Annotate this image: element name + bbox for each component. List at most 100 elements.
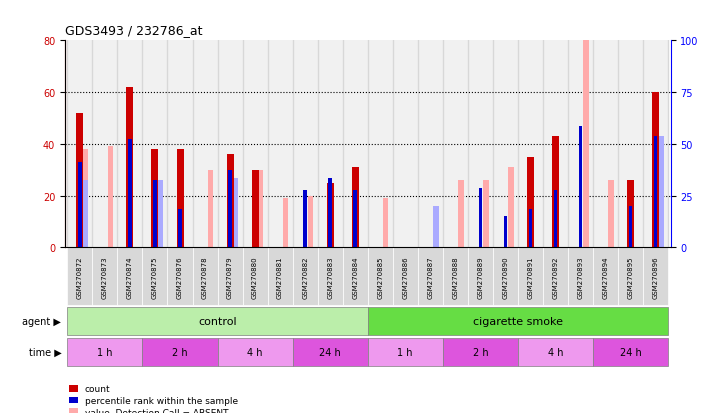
Bar <box>433 214 438 248</box>
Text: GSM270889: GSM270889 <box>477 256 483 298</box>
Text: GSM270880: GSM270880 <box>252 256 258 298</box>
Text: cigarette smoke: cigarette smoke <box>473 316 563 326</box>
Bar <box>342 41 368 248</box>
FancyBboxPatch shape <box>543 248 568 306</box>
Bar <box>92 41 118 248</box>
Text: 1 h: 1 h <box>397 347 413 357</box>
FancyBboxPatch shape <box>568 248 593 306</box>
Text: 2 h: 2 h <box>472 347 488 357</box>
Bar <box>193 41 218 248</box>
FancyBboxPatch shape <box>393 248 417 306</box>
Bar <box>151 150 159 248</box>
Text: GSM270890: GSM270890 <box>503 256 508 298</box>
FancyBboxPatch shape <box>92 248 118 306</box>
FancyBboxPatch shape <box>242 248 267 306</box>
Bar <box>329 178 332 248</box>
Text: GSM270883: GSM270883 <box>327 256 333 298</box>
Text: GSM270892: GSM270892 <box>552 256 558 298</box>
Text: GSM270879: GSM270879 <box>227 256 233 298</box>
Bar <box>629 206 632 248</box>
Bar <box>593 41 618 248</box>
Text: GSM270878: GSM270878 <box>202 256 208 298</box>
FancyBboxPatch shape <box>167 248 193 306</box>
Text: GSM270891: GSM270891 <box>527 256 534 298</box>
FancyBboxPatch shape <box>293 248 318 306</box>
FancyBboxPatch shape <box>518 248 543 306</box>
FancyBboxPatch shape <box>267 248 293 306</box>
Text: GSM270885: GSM270885 <box>377 256 384 298</box>
Text: GSM270874: GSM270874 <box>127 256 133 298</box>
Bar <box>503 217 507 248</box>
Text: GSM270875: GSM270875 <box>152 256 158 298</box>
Text: GSM270887: GSM270887 <box>428 256 433 298</box>
Bar <box>643 41 668 248</box>
Bar <box>627 180 634 248</box>
Bar <box>252 170 259 248</box>
Bar <box>293 41 318 248</box>
FancyBboxPatch shape <box>518 338 593 366</box>
Bar <box>226 155 234 248</box>
Bar <box>229 170 232 248</box>
FancyBboxPatch shape <box>118 248 143 306</box>
Bar <box>483 180 489 248</box>
Bar <box>609 180 614 248</box>
Bar <box>652 93 659 248</box>
FancyBboxPatch shape <box>493 248 518 306</box>
Bar <box>433 206 438 248</box>
Bar <box>304 191 307 248</box>
Text: 24 h: 24 h <box>619 347 642 357</box>
Bar <box>554 191 557 248</box>
FancyBboxPatch shape <box>368 248 393 306</box>
FancyBboxPatch shape <box>368 307 668 335</box>
Text: GSM270882: GSM270882 <box>302 256 308 298</box>
Bar <box>83 150 88 248</box>
Bar <box>154 180 156 248</box>
Bar <box>508 168 513 248</box>
Bar <box>218 41 242 248</box>
Text: GSM270873: GSM270873 <box>102 256 108 298</box>
FancyBboxPatch shape <box>643 248 668 306</box>
FancyBboxPatch shape <box>593 338 668 366</box>
Text: 24 h: 24 h <box>319 347 341 357</box>
FancyBboxPatch shape <box>67 338 143 366</box>
Text: 1 h: 1 h <box>97 347 112 357</box>
Bar <box>258 170 263 248</box>
Bar <box>552 137 559 248</box>
Bar <box>327 183 334 248</box>
Text: GSM270884: GSM270884 <box>352 256 358 298</box>
Bar <box>177 150 184 248</box>
FancyBboxPatch shape <box>342 248 368 306</box>
Bar <box>118 41 143 248</box>
Bar <box>493 41 518 248</box>
FancyBboxPatch shape <box>218 338 293 366</box>
Bar <box>468 41 493 248</box>
Bar <box>393 41 417 248</box>
Bar <box>76 114 84 248</box>
Bar <box>233 178 239 248</box>
FancyBboxPatch shape <box>468 248 493 306</box>
Bar <box>143 41 167 248</box>
Text: GSM270894: GSM270894 <box>603 256 609 298</box>
FancyBboxPatch shape <box>67 307 368 335</box>
Bar <box>417 41 443 248</box>
Bar <box>308 196 314 248</box>
Bar <box>368 41 393 248</box>
Bar <box>458 180 464 248</box>
FancyBboxPatch shape <box>67 248 92 306</box>
FancyBboxPatch shape <box>368 338 443 366</box>
Bar <box>568 41 593 248</box>
Bar <box>528 209 532 248</box>
FancyBboxPatch shape <box>143 248 167 306</box>
Bar <box>178 209 182 248</box>
Bar <box>543 41 568 248</box>
Bar <box>443 41 468 248</box>
Text: GSM270886: GSM270886 <box>402 256 408 298</box>
Text: control: control <box>198 316 237 326</box>
Bar <box>267 41 293 248</box>
Bar <box>353 191 357 248</box>
Bar <box>283 199 288 248</box>
Text: time ▶: time ▶ <box>29 347 61 357</box>
Bar <box>67 41 92 248</box>
FancyBboxPatch shape <box>618 248 643 306</box>
Bar <box>126 88 133 248</box>
